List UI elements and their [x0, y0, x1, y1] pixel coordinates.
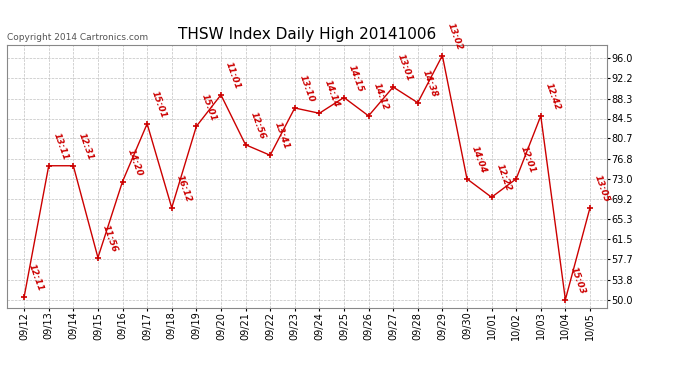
Text: 13:02: 13:02: [445, 21, 464, 51]
Text: 12:31: 12:31: [77, 132, 95, 162]
Text: 15:03: 15:03: [569, 266, 586, 296]
Text: 13:11: 13:11: [52, 132, 70, 162]
Text: 12:42: 12:42: [544, 82, 562, 112]
Text: 13:10: 13:10: [297, 74, 316, 104]
Text: 15:01: 15:01: [150, 90, 168, 120]
Text: 12:01: 12:01: [519, 145, 538, 175]
Text: 12:56: 12:56: [248, 111, 267, 141]
Text: THSW  (°F): THSW (°F): [615, 29, 671, 38]
Text: 14:15: 14:15: [347, 63, 365, 93]
Text: 14:04: 14:04: [470, 145, 488, 175]
Text: 12:11: 12:11: [27, 263, 46, 293]
Text: 16:12: 16:12: [175, 174, 193, 204]
Text: 14:12: 14:12: [371, 82, 390, 112]
Text: 11:01: 11:01: [224, 61, 242, 91]
Text: 11:56: 11:56: [101, 224, 119, 254]
Text: 13:05: 13:05: [593, 174, 611, 204]
Text: Copyright 2014 Cartronics.com: Copyright 2014 Cartronics.com: [7, 33, 148, 42]
Text: 15:01: 15:01: [199, 92, 217, 122]
Text: 12:22: 12:22: [495, 163, 513, 193]
Title: THSW Index Daily High 20141006: THSW Index Daily High 20141006: [178, 27, 436, 42]
Text: 14:38: 14:38: [421, 69, 439, 99]
Text: 14:20: 14:20: [126, 147, 144, 177]
Text: 13:01: 13:01: [396, 53, 415, 83]
Text: 13:41: 13:41: [273, 121, 291, 151]
Text: 14:14: 14:14: [322, 79, 341, 109]
